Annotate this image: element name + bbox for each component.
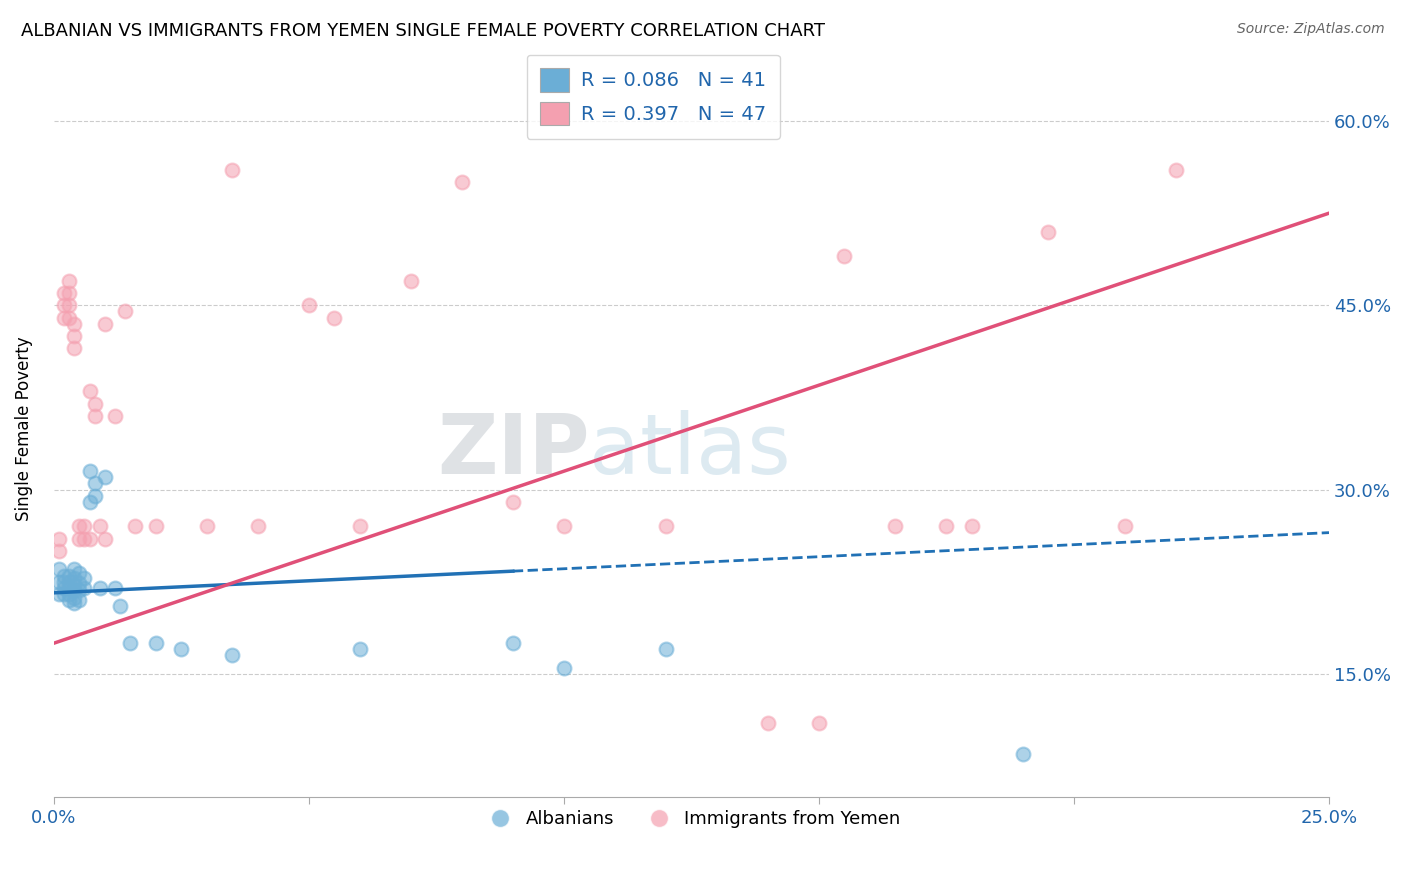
Legend: Albanians, Immigrants from Yemen: Albanians, Immigrants from Yemen [475, 803, 908, 836]
Text: Source: ZipAtlas.com: Source: ZipAtlas.com [1237, 22, 1385, 37]
Point [553, 661, 575, 675]
Point [89, 581, 111, 595]
Point [221, 163, 243, 178]
Point [79, 384, 101, 399]
Point [63, 596, 86, 610]
Point [94, 317, 117, 331]
Point [58, 286, 80, 301]
Point [48, 562, 70, 576]
Point [63, 571, 86, 585]
Point [58, 298, 80, 312]
Point [89, 519, 111, 533]
Point [53, 298, 76, 312]
Y-axis label: Single Female Poverty: Single Female Poverty [15, 336, 32, 521]
Point [58, 574, 80, 589]
Point [73, 532, 96, 546]
Point [53, 587, 76, 601]
Point [94, 532, 117, 546]
Point [120, 636, 142, 650]
Point [63, 583, 86, 598]
Text: atlas: atlas [589, 409, 792, 491]
Point [58, 568, 80, 582]
Point [807, 716, 830, 731]
Point [124, 519, 146, 533]
Point [884, 519, 907, 533]
Point [349, 519, 371, 533]
Point [63, 329, 86, 343]
Point [221, 648, 243, 663]
Point [67, 566, 90, 581]
Point [53, 574, 76, 589]
Point [145, 636, 167, 650]
Text: ALBANIAN VS IMMIGRANTS FROM YEMEN SINGLE FEMALE POVERTY CORRELATION CHART: ALBANIAN VS IMMIGRANTS FROM YEMEN SINGLE… [21, 22, 825, 40]
Point [73, 519, 96, 533]
Point [63, 578, 86, 592]
Point [935, 519, 957, 533]
Point [246, 519, 269, 533]
Point [58, 274, 80, 288]
Point [323, 310, 346, 325]
Point [104, 581, 127, 595]
Point [53, 310, 76, 325]
Point [73, 581, 96, 595]
Point [67, 519, 90, 533]
Point [58, 593, 80, 607]
Point [655, 642, 678, 657]
Point [58, 581, 80, 595]
Point [83, 396, 105, 410]
Point [451, 176, 474, 190]
Point [195, 519, 218, 533]
Point [63, 562, 86, 576]
Point [63, 591, 86, 605]
Point [349, 642, 371, 657]
Point [114, 304, 136, 318]
Point [63, 342, 86, 356]
Point [104, 409, 127, 423]
Point [145, 519, 167, 533]
Point [48, 544, 70, 558]
Point [834, 249, 856, 263]
Point [298, 298, 321, 312]
Point [48, 532, 70, 546]
Point [399, 274, 422, 288]
Point [53, 581, 76, 595]
Point [1114, 519, 1136, 533]
Point [83, 476, 105, 491]
Point [655, 519, 678, 533]
Point [79, 464, 101, 478]
Point [67, 532, 90, 546]
Point [67, 576, 90, 591]
Point [502, 636, 524, 650]
Point [94, 470, 117, 484]
Point [73, 571, 96, 585]
Point [48, 587, 70, 601]
Point [756, 716, 779, 731]
Point [67, 583, 90, 598]
Point [108, 599, 131, 614]
Point [960, 519, 983, 533]
Point [58, 587, 80, 601]
Text: ZIP: ZIP [437, 409, 589, 491]
Point [53, 568, 76, 582]
Point [553, 519, 575, 533]
Point [1164, 163, 1187, 178]
Point [67, 593, 90, 607]
Point [1012, 747, 1035, 761]
Point [48, 574, 70, 589]
Point [83, 409, 105, 423]
Point [1038, 225, 1060, 239]
Point [502, 495, 524, 509]
Point [170, 642, 193, 657]
Point [63, 317, 86, 331]
Point [83, 489, 105, 503]
Point [53, 286, 76, 301]
Point [58, 310, 80, 325]
Point [79, 532, 101, 546]
Point [79, 495, 101, 509]
